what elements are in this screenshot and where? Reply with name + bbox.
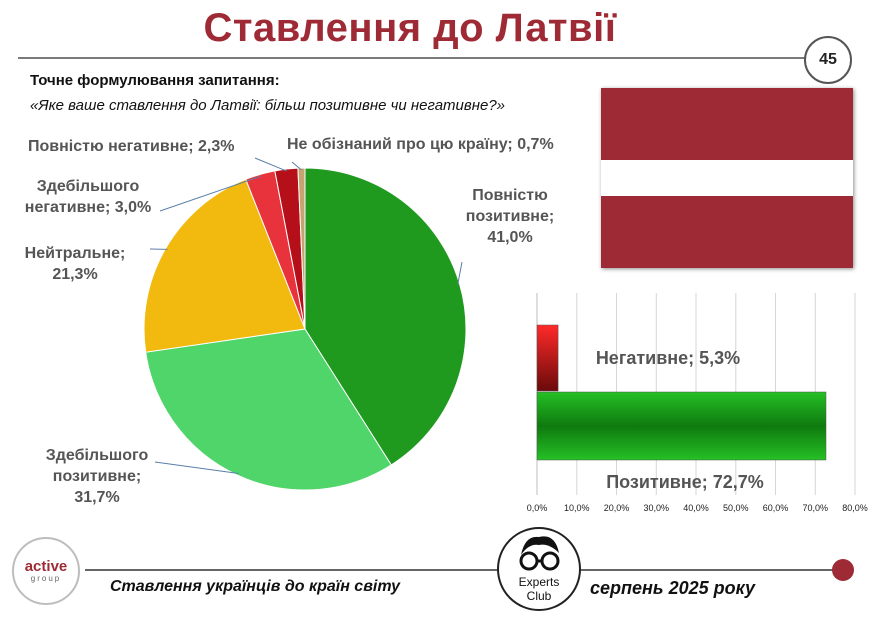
footer-survey-title: Ставлення українців до країн світу [110, 578, 401, 595]
logo-active-text: active [24, 557, 68, 575]
question-text: «Яке ваше ставлення до Латвії: більш поз… [30, 97, 506, 114]
experts-club-logo: Experts Club [497, 527, 581, 611]
bar-tick-4: 40,0% [683, 503, 709, 513]
active-group-logo: active group [12, 537, 80, 605]
pie-chart [143, 167, 467, 491]
bar-tick-2: 20,0% [604, 503, 630, 513]
question-heading: Точне формулювання запитання: [30, 72, 280, 89]
latvia-flag [601, 88, 853, 268]
page-number: 45 [819, 51, 837, 68]
pie-labels: Повністю позитивне; 41,0% Здебільшого позити… [25, 136, 555, 506]
pie-leader-5 [291, 161, 302, 171]
pie-label-0: Повністю позитивне; 41,0% [466, 187, 554, 246]
pie-label-3: Здебільшого негативне; 3,0% [25, 178, 151, 216]
glasses-icon [519, 536, 560, 571]
pie-slice-5 [297, 167, 306, 330]
bar-tick-1: 10,0% [564, 503, 590, 513]
bar-tick-6: 60,0% [763, 503, 789, 513]
pie-leader-lines [149, 157, 463, 474]
page-number-badge: 45 [804, 36, 852, 84]
pie-slice-1 [145, 328, 392, 491]
bar-tick-8: 80,0% [842, 503, 868, 513]
bar-0 [536, 324, 559, 392]
pie-label-4: Повністю негативне; 2,3% [28, 138, 235, 155]
logo-experts-text: Experts [518, 575, 560, 589]
page-title: Ставлення до Латвії [203, 6, 617, 50]
flag-middle-band [601, 160, 853, 196]
bar-label-1: Позитивне; 72,7% [606, 472, 764, 492]
logo-club-text: Club [526, 589, 552, 603]
pie-label-5: Не обізнаний про цю країну; 0,7% [287, 136, 554, 153]
pie-leader-3 [159, 175, 261, 212]
bar-chart: 0,0% 10,0% 20,0% 30,0% 40,0% 50,0% 60,0% 70,0% 8… [527, 293, 868, 513]
bar-tick-5: 50,0% [723, 503, 749, 513]
bar-label-0: Негативне; 5,3% [596, 348, 740, 368]
pie-leader-4 [254, 157, 287, 172]
flag-bottom-band [601, 196, 853, 268]
pie-label-2: Нейтральне; 21,3% [25, 245, 126, 283]
pie-leader-1 [154, 461, 239, 474]
logo-group-text: group [30, 573, 62, 583]
footer-date: серпень 2025 року [590, 578, 755, 598]
bar-tick-0: 0,0% [527, 503, 548, 513]
pie-leader-0 [457, 261, 463, 285]
footer-dot [832, 559, 854, 581]
bar-tick-3: 30,0% [644, 503, 670, 513]
pie-label-1: Здебільшого позитивне; 31,7% [46, 447, 149, 506]
flag-top-band [601, 88, 853, 160]
pie-slice-0 [304, 167, 467, 466]
bar-tick-7: 70,0% [803, 503, 829, 513]
title-divider [18, 57, 808, 59]
pie-slice-2 [143, 178, 306, 353]
footer-divider [85, 569, 840, 571]
bar-1 [536, 391, 827, 461]
